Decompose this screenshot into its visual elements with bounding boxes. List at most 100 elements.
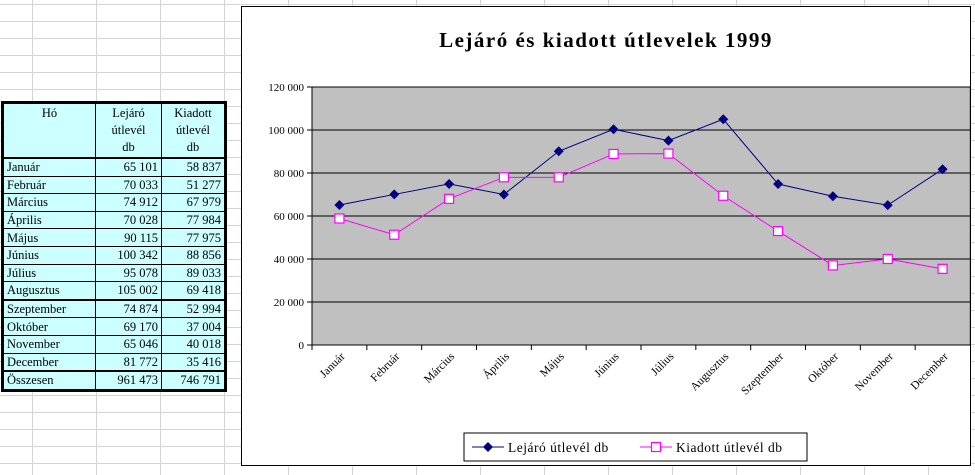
data-point bbox=[553, 172, 564, 183]
table-header-cell[interactable]: Hó bbox=[3, 103, 96, 159]
table-row: November 65 046 40 018 bbox=[3, 334, 225, 354]
table-cell[interactable]: 51 277 bbox=[161, 175, 225, 195]
data-point bbox=[389, 229, 400, 240]
data-point bbox=[389, 189, 400, 200]
table-cell[interactable]: 70 033 bbox=[95, 175, 162, 195]
x-tick-label: Március bbox=[422, 350, 458, 386]
table-row: Július 95 078 89 033 bbox=[3, 263, 225, 283]
x-tick-label: Június bbox=[592, 350, 622, 380]
data-point bbox=[937, 164, 948, 175]
data-point bbox=[663, 148, 674, 159]
x-tick-label: November bbox=[853, 351, 896, 394]
table-cell[interactable]: 35 416 bbox=[161, 352, 225, 372]
table-cell[interactable]: Február bbox=[3, 175, 96, 195]
table-row: Május 90 115 77 975 bbox=[3, 228, 225, 247]
x-tick-label: December bbox=[909, 351, 951, 393]
table-cell[interactable]: 74 874 bbox=[95, 298, 162, 319]
data-point bbox=[827, 191, 838, 202]
table-cell[interactable]: 961 473 bbox=[95, 370, 162, 390]
table-cell[interactable]: 746 791 bbox=[161, 370, 225, 390]
data-point bbox=[443, 193, 455, 204]
data-point bbox=[937, 263, 948, 274]
y-tick-label: 80 000 bbox=[274, 168, 305, 180]
table-cell[interactable]: December bbox=[3, 352, 96, 372]
table-cell[interactable]: Április bbox=[3, 210, 96, 230]
data-point bbox=[608, 124, 619, 135]
table-cell[interactable]: 70 028 bbox=[95, 210, 162, 230]
table-cell[interactable]: 95 078 bbox=[95, 263, 162, 283]
x-tick-label: Április bbox=[480, 349, 513, 382]
table-cell[interactable]: 58 837 bbox=[161, 156, 225, 177]
table-cell[interactable]: 74 912 bbox=[95, 193, 162, 212]
x-tick-label: Február bbox=[369, 351, 403, 385]
x-tick-label: Október bbox=[806, 351, 841, 386]
line-chart: Lejáró és kiadott útlevelek 1999 0 20 000… bbox=[268, 28, 971, 462]
table-cell[interactable]: Július bbox=[3, 263, 96, 283]
series-line bbox=[339, 118, 943, 206]
x-tick-label: Május bbox=[538, 350, 567, 379]
table-header-cell[interactable]: Lejáró útlevél db bbox=[95, 103, 162, 159]
data-point bbox=[718, 190, 729, 201]
table-cell[interactable]: Október bbox=[3, 317, 96, 336]
table-cell[interactable]: 37 004 bbox=[161, 317, 225, 336]
chart-area[interactable]: Lejáró és kiadott útlevelek 1999 0 20 000… bbox=[241, 6, 971, 466]
table-row: Augusztus 105 002 69 418 bbox=[3, 281, 225, 301]
table-cell[interactable]: 77 984 bbox=[161, 210, 225, 230]
table-row: December 81 772 35 416 bbox=[3, 352, 225, 372]
table-cell[interactable]: 88 856 bbox=[161, 245, 225, 265]
table-row: Április 70 028 77 984 bbox=[3, 210, 225, 230]
table-row: Március 74 912 67 979 bbox=[3, 193, 225, 212]
table-row: Február 70 033 51 277 bbox=[3, 175, 225, 195]
table-row: Június 100 342 88 856 bbox=[3, 245, 225, 265]
legend-box bbox=[463, 432, 808, 462]
table-cell[interactable]: Május bbox=[3, 228, 96, 247]
data-point bbox=[882, 200, 893, 211]
table-cell[interactable]: Szeptember bbox=[3, 298, 96, 319]
x-tick-label: Szeptember bbox=[739, 351, 786, 398]
legend-label: Lejáró útlevél db bbox=[508, 440, 609, 455]
table-cell[interactable]: 40 018 bbox=[161, 334, 225, 354]
table-cell[interactable]: Január bbox=[3, 156, 96, 177]
data-point bbox=[498, 189, 509, 200]
table-cell[interactable]: 90 115 bbox=[95, 228, 162, 247]
table-cell[interactable]: November bbox=[3, 334, 96, 354]
table-cell[interactable]: Összesen bbox=[3, 370, 96, 390]
table-cell[interactable]: 77 975 bbox=[161, 228, 225, 247]
legend-marker bbox=[650, 441, 662, 453]
table-cell[interactable]: 52 994 bbox=[161, 298, 225, 319]
chart-title: Lejáró és kiadott útlevelek 1999 bbox=[439, 28, 773, 52]
legend-label: Kiadott útlevél db bbox=[676, 440, 782, 455]
y-tick-label: 60 000 bbox=[274, 211, 305, 223]
table-header-row: Hó Lejáró útlevél db Kiadott útlevél db bbox=[3, 103, 225, 159]
table-cell[interactable]: 81 772 bbox=[95, 352, 162, 372]
table-cell[interactable]: 65 101 bbox=[95, 156, 162, 177]
table-row: Szeptember 74 874 52 994 bbox=[3, 298, 225, 319]
table-cell[interactable]: Augusztus bbox=[3, 281, 96, 301]
table-cell[interactable]: 105 002 bbox=[95, 281, 162, 301]
table-cell[interactable]: 69 418 bbox=[161, 281, 225, 301]
data-point bbox=[773, 179, 784, 190]
data-table: Hó Lejáró útlevél db Kiadott útlevél db Január 6… bbox=[1, 101, 227, 392]
y-tick-label: 40 000 bbox=[274, 254, 305, 266]
y-tick-label: 0 bbox=[299, 340, 305, 352]
table-cell[interactable]: Március bbox=[3, 193, 96, 212]
table-cell[interactable]: 89 033 bbox=[161, 263, 225, 283]
x-tick-label: Január bbox=[318, 351, 348, 381]
table-cell[interactable]: 67 979 bbox=[161, 193, 225, 212]
table-header-cell[interactable]: Kiadott útlevél db bbox=[161, 103, 225, 159]
table-cell[interactable]: Június bbox=[3, 245, 96, 265]
table-row: Összesen 961 473 746 791 bbox=[3, 370, 225, 390]
data-point bbox=[553, 146, 564, 157]
table-cell[interactable]: 100 342 bbox=[95, 245, 162, 265]
series-line bbox=[339, 153, 943, 270]
data-point bbox=[498, 172, 510, 183]
data-point bbox=[772, 225, 784, 237]
table-cell[interactable]: 69 170 bbox=[95, 317, 162, 336]
y-tick-label: 20 000 bbox=[274, 297, 305, 309]
table-row: Január 65 101 58 837 bbox=[3, 156, 225, 177]
data-point bbox=[718, 114, 729, 125]
table-cell[interactable]: 65 046 bbox=[95, 334, 162, 354]
table-row: Október 69 170 37 004 bbox=[3, 317, 225, 336]
data-point bbox=[334, 213, 345, 224]
data-point bbox=[663, 135, 674, 146]
